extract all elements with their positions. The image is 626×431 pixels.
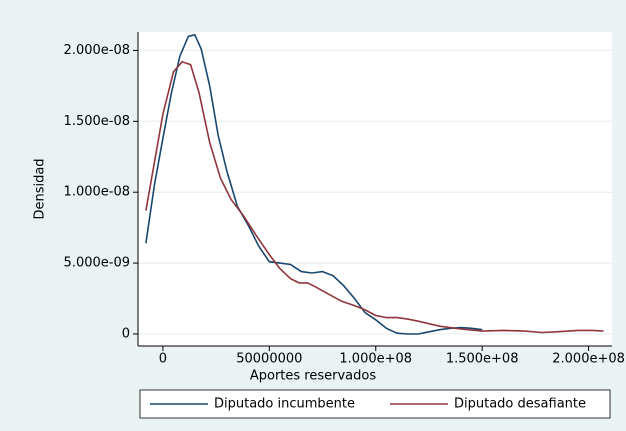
x-tick-label: 50000000 (236, 352, 302, 367)
y-tick-label: 1.500e-08 (64, 114, 130, 129)
x-axis-title: Aportes reservados (250, 369, 376, 384)
y-tick-label: 5.000e-09 (64, 256, 130, 271)
legend-label: Diputado desafiante (454, 397, 586, 412)
legend-label: Diputado incumbente (214, 397, 355, 412)
series-line (145, 60, 604, 334)
x-tick-label: 0 (159, 352, 167, 367)
legend-box (139, 389, 611, 419)
y-tick-label: 1.000e-08 (64, 185, 130, 200)
x-tick-label: 1.500e+08 (446, 352, 519, 367)
y-tick-label: 2.000e-08 (64, 43, 130, 58)
plot-area (138, 32, 612, 346)
y-tick-label: 0 (122, 326, 130, 341)
x-tick-label: 1.000e+08 (339, 352, 412, 367)
y-axis-title: Densidad (33, 158, 48, 219)
series-line (145, 33, 483, 335)
x-tick-label: 2.000e+08 (552, 352, 625, 367)
